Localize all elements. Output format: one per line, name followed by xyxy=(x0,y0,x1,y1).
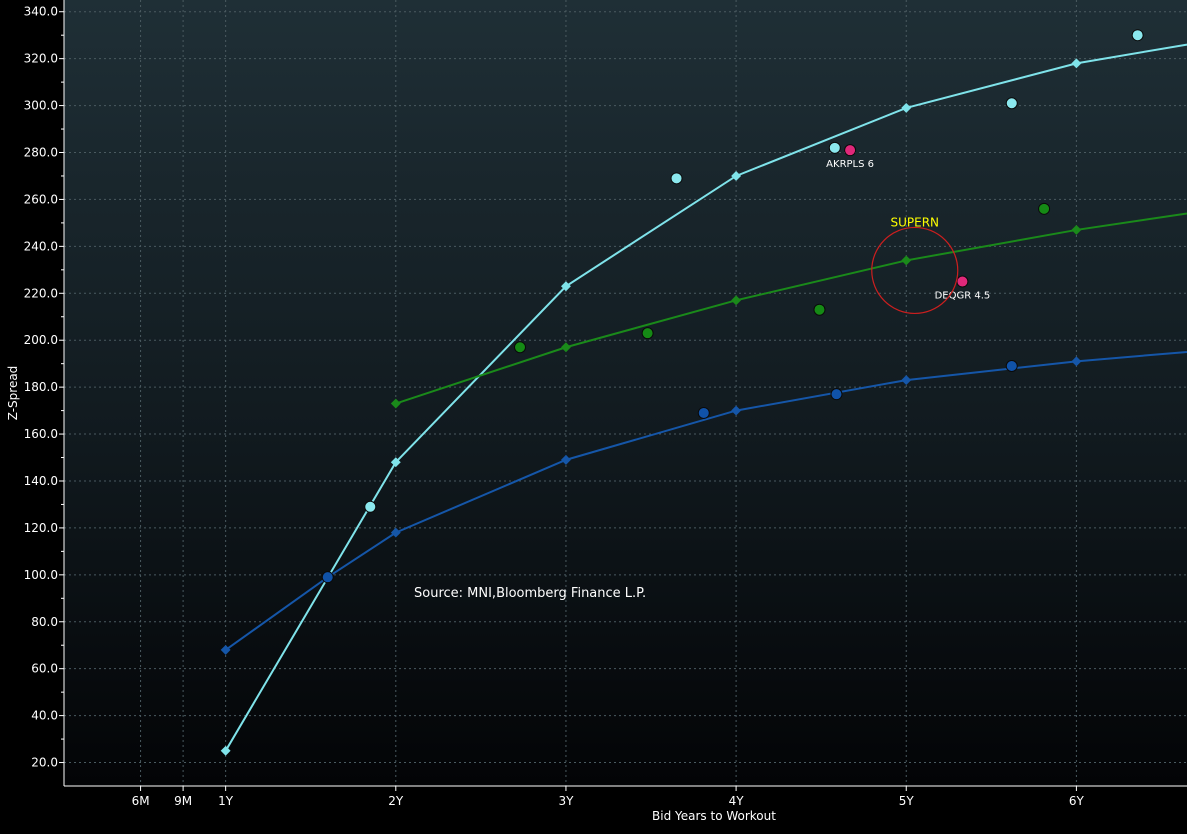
y-axis-title: Z-Spread xyxy=(6,366,20,421)
scatter-point-pink-bond[interactable] xyxy=(844,144,857,157)
y-tick-label: 20.0 xyxy=(31,756,58,770)
x-tick-label: 6Y xyxy=(1069,794,1085,808)
annotations: AKRPLS 6 DEQGR 4.5 SUPERN xyxy=(826,159,991,315)
scatter-point-blue-bond[interactable] xyxy=(697,406,710,419)
y-tick-label: 140.0 xyxy=(24,474,58,488)
series-marker-curve-cyan xyxy=(1071,58,1082,69)
y-tick-label: 160.0 xyxy=(24,427,58,441)
x-tick-label: 5Y xyxy=(899,794,915,808)
series-marker-curve-green xyxy=(1071,224,1082,235)
highlight-circle xyxy=(871,226,959,315)
x-tick-label: 3Y xyxy=(558,794,574,808)
series-marker-curve-cyan xyxy=(901,102,912,113)
point-annotation: DEQGR 4.5 xyxy=(935,291,991,302)
x-axis-title: Bid Years to Workout xyxy=(652,809,776,823)
y-tick-label: 320.0 xyxy=(24,52,58,66)
series-marker-curve-green xyxy=(901,255,912,266)
series-marker-curve-green xyxy=(560,342,571,353)
series-marker-curve-cyan xyxy=(390,457,401,468)
scatter-point-green-bond[interactable] xyxy=(641,327,654,340)
scatter-point-green-bond[interactable] xyxy=(514,341,527,354)
series-marker-curve-green xyxy=(390,398,401,409)
scatter-point-cyan-bond[interactable] xyxy=(670,172,683,185)
x-tick-label: 2Y xyxy=(388,794,404,808)
y-tick-label: 260.0 xyxy=(24,192,58,206)
axes: 20.0 40.0 60.0 80.0 100.0 120.0 140.0 160.0 180.… xyxy=(24,0,1187,808)
scatter-point-green-bond[interactable] xyxy=(1038,202,1051,215)
scatter-point-blue-bond[interactable] xyxy=(830,388,843,401)
y-tick-label: 100.0 xyxy=(24,568,58,582)
series-marker-curve-blue xyxy=(1071,356,1082,367)
series-marker-curve-blue xyxy=(560,454,571,465)
scatter-point-cyan-bond[interactable] xyxy=(364,500,377,513)
series-line-curve-green xyxy=(395,212,1187,405)
scatter-point-cyan-bond[interactable] xyxy=(828,141,841,154)
x-tick-label: 1Y xyxy=(218,794,234,808)
series-marker-curve-blue xyxy=(731,405,742,416)
x-tick-label: 9M xyxy=(174,794,192,808)
series-marker-curve-blue xyxy=(390,527,401,538)
y-tick-label: 40.0 xyxy=(31,709,58,723)
scatter-point-blue-bond[interactable] xyxy=(321,571,334,584)
series-marker-curve-blue xyxy=(901,375,912,386)
y-tick-label: 300.0 xyxy=(24,99,58,113)
highlight-label: SUPERN xyxy=(890,215,939,229)
grid xyxy=(64,0,1187,786)
y-tick-label: 180.0 xyxy=(24,380,58,394)
y-tick-label: 240.0 xyxy=(24,239,58,253)
plot-background xyxy=(64,0,1187,786)
scatter-points xyxy=(321,29,1144,584)
scatter-point-blue-bond[interactable] xyxy=(1005,360,1018,373)
y-tick-label: 200.0 xyxy=(24,333,58,347)
y-tick-label: 120.0 xyxy=(24,521,58,535)
scatter-point-cyan-bond[interactable] xyxy=(1005,97,1018,110)
scatter-point-cyan-bond[interactable] xyxy=(1131,29,1144,42)
series-marker-curve-cyan xyxy=(560,281,571,292)
y-tick-label: 220.0 xyxy=(24,286,58,300)
series-marker-curve-green xyxy=(731,295,742,306)
point-annotation: AKRPLS 6 xyxy=(826,159,874,170)
y-tick-label: 80.0 xyxy=(31,615,58,629)
series-line-curve-blue xyxy=(225,350,1187,651)
scatter-point-green-bond[interactable] xyxy=(813,303,826,316)
y-tick-label: 340.0 xyxy=(24,5,58,19)
source-text: Source: MNI,Bloomberg Finance L.P. xyxy=(414,586,646,601)
x-tick-label: 4Y xyxy=(729,794,745,808)
series-marker-curve-blue xyxy=(220,644,231,655)
series-marker-curve-cyan xyxy=(731,171,742,181)
series xyxy=(220,43,1187,756)
scatter-point-pink-bond[interactable] xyxy=(956,275,969,288)
series-marker-curve-cyan xyxy=(220,745,231,756)
x-tick-label: 6M xyxy=(132,794,150,808)
y-tick-label: 280.0 xyxy=(24,146,58,160)
y-tick-label: 60.0 xyxy=(31,662,58,676)
